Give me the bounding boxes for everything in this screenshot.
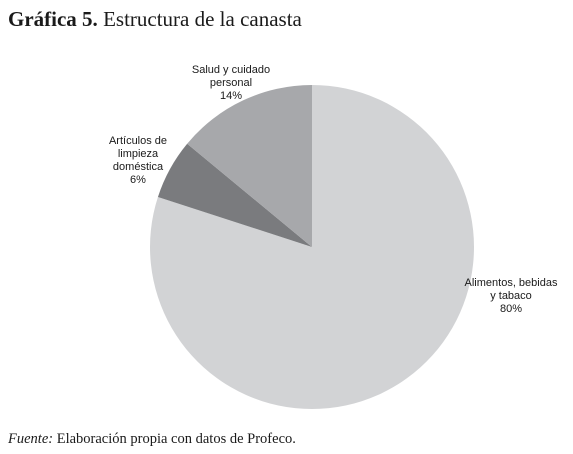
chart-title-text: Estructura de la canasta — [103, 7, 302, 31]
chart-title-prefix: Gráfica 5. — [8, 7, 98, 31]
pie-slice-label-line: Alimentos, bebidas — [465, 277, 558, 289]
pie-slice-label-2: Artículos de limpieza doméstica 6% — [109, 135, 167, 186]
pie-slice-1 — [150, 85, 475, 409]
pie-slice-label-line: 14% — [220, 90, 242, 102]
pie-slice-label-line: limpieza — [118, 148, 159, 160]
chart-title: Gráfica 5. Estructura de la canasta — [8, 6, 302, 32]
pie-slice-label-line: Salud y cuidado — [192, 64, 270, 76]
pie-slice-label-line: 6% — [130, 174, 146, 186]
pie-slice-label-3: Salud y cuidado personal 14% — [192, 64, 270, 102]
pie-labels: Alimentos, bebidas y tabaco 80% Artículos d… — [109, 64, 558, 315]
pie-slice-label-line: Artículos de — [109, 135, 167, 147]
pie-slices — [150, 85, 475, 409]
source-note: Fuente: Elaboración propia con datos de … — [8, 430, 296, 448]
pie-slice-label-line: y tabaco — [490, 290, 532, 302]
pie-slice-label-line: doméstica — [113, 161, 164, 173]
pie-slice-label-1: Alimentos, bebidas y tabaco 80% — [465, 277, 558, 315]
pie-slice-label-line: 80% — [500, 303, 522, 315]
pie-slice-2 — [157, 143, 312, 247]
source-text: Elaboración propia con datos de Profeco. — [56, 431, 296, 447]
source-label: Fuente: — [8, 431, 54, 447]
pie-slice-3 — [187, 85, 312, 247]
pie-slice-label-line: personal — [210, 77, 252, 89]
